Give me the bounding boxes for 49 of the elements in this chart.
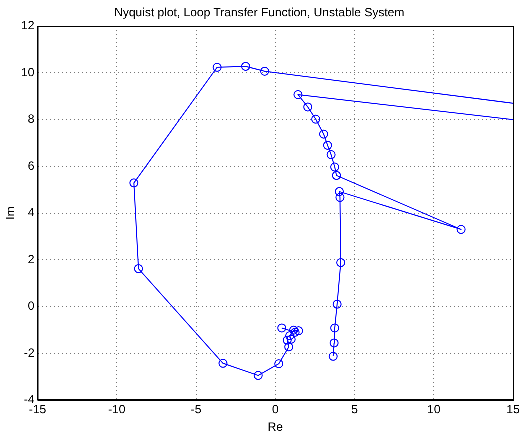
x-tick-label: 10 (427, 402, 442, 417)
point (330, 162, 340, 172)
y-tick-label: -2 (24, 346, 36, 360)
y-tick-label: 10 (21, 65, 36, 80)
point (218, 359, 228, 368)
point (260, 66, 270, 76)
point (285, 331, 294, 340)
y-tick-label: 8 (28, 112, 36, 126)
x-tick-label: -10 (108, 402, 126, 417)
x-tick-label: 0 (272, 402, 280, 417)
x-axis-title: Re (268, 420, 284, 434)
point (326, 150, 336, 160)
point (290, 328, 300, 337)
point (274, 359, 284, 368)
point (332, 300, 342, 309)
point (282, 336, 292, 345)
point (323, 141, 332, 150)
point (254, 371, 263, 380)
point (332, 171, 342, 180)
point (241, 62, 250, 72)
point (336, 193, 345, 202)
point (212, 63, 222, 72)
y-tick-label: 2 (28, 252, 36, 266)
x-tick-label: -5 (190, 402, 202, 417)
point (134, 264, 144, 274)
point (294, 326, 304, 336)
point (311, 114, 320, 124)
point (330, 338, 339, 348)
point (286, 334, 296, 344)
point (284, 342, 294, 352)
point (294, 90, 303, 100)
point (330, 324, 340, 333)
y-tick-label: 12 (21, 18, 36, 33)
point (456, 225, 466, 234)
y-tick-label: 4 (28, 206, 36, 220)
point (336, 258, 346, 268)
y-tick-label: 0 (28, 299, 36, 314)
point (289, 326, 298, 335)
y-axis-title: Im (4, 206, 18, 220)
y-tick-label: 6 (28, 158, 36, 173)
point (335, 187, 344, 196)
point (304, 102, 313, 112)
chart-title: Nyquist plot, Loop Transfer Function, Unstable System (114, 6, 405, 20)
point (319, 130, 328, 139)
x-tick-label: 5 (351, 402, 358, 417)
point (278, 324, 287, 333)
x-tick-label: 15 (506, 402, 520, 417)
point (328, 352, 338, 362)
point (130, 178, 139, 188)
